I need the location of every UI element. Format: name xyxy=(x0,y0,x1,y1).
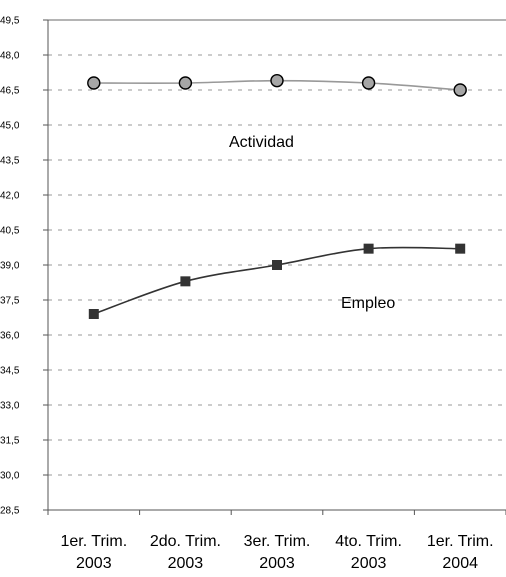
y-tick-label: 49,5 xyxy=(0,16,20,27)
y-tick-label: 48,0 xyxy=(0,51,20,62)
y-tick-label: 42,0 xyxy=(0,191,20,202)
data-point-empleo xyxy=(89,309,99,319)
y-tick-label: 28,5 xyxy=(0,506,20,517)
y-tick-label: 43,5 xyxy=(0,156,20,167)
data-point-empleo xyxy=(364,244,374,254)
data-point-actividad xyxy=(179,77,191,89)
x-tick-label: 1er. Trim. xyxy=(427,533,494,550)
data-point-actividad xyxy=(88,77,100,89)
series-lines xyxy=(88,75,466,319)
series-line-empleo xyxy=(94,247,460,314)
x-axis-ticks: 1er. Trim. 2003 2do. Trim. 2003 3er. Trim. 20… xyxy=(48,510,506,572)
y-tick-label: 33,0 xyxy=(0,401,20,412)
y-tick-label: 34,5 xyxy=(0,366,20,377)
y-tick-label: 31,5 xyxy=(0,436,20,447)
series-label-actividad: Actividad xyxy=(229,134,294,151)
y-tick-label: 36,0 xyxy=(0,331,20,342)
x-tick-label: 2do. Trim. xyxy=(150,533,221,550)
data-point-empleo xyxy=(455,244,465,254)
y-tick-label: 46,5 xyxy=(0,86,20,97)
x-tick-label: 2004 xyxy=(442,555,478,572)
y-tick-label: 45,0 xyxy=(0,121,20,132)
x-tick-label: 2003 xyxy=(259,555,295,572)
series-label-empleo: Empleo xyxy=(341,295,395,312)
x-tick-label: 2003 xyxy=(351,555,387,572)
data-point-actividad xyxy=(363,77,375,89)
data-point-actividad xyxy=(454,84,466,96)
y-tick-label: 30,0 xyxy=(0,471,20,482)
data-point-actividad xyxy=(271,75,283,87)
y-axis-ticks: 28,5 30,0 31,5 33,0 34,5 36,0 37,5 39,0 40,5 42,0… xyxy=(0,16,48,517)
x-tick-label: 2003 xyxy=(76,555,112,572)
y-tick-label: 39,0 xyxy=(0,261,20,272)
x-tick-label: 2003 xyxy=(168,555,204,572)
x-tick-label: 1er. Trim. xyxy=(60,533,127,550)
x-tick-label: 4to. Trim. xyxy=(335,533,402,550)
data-point-empleo xyxy=(272,260,282,270)
x-tick-label: 3er. Trim. xyxy=(244,533,311,550)
y-tick-label: 37,5 xyxy=(0,296,20,307)
data-point-empleo xyxy=(180,276,190,286)
y-tick-label: 40,5 xyxy=(0,226,20,237)
